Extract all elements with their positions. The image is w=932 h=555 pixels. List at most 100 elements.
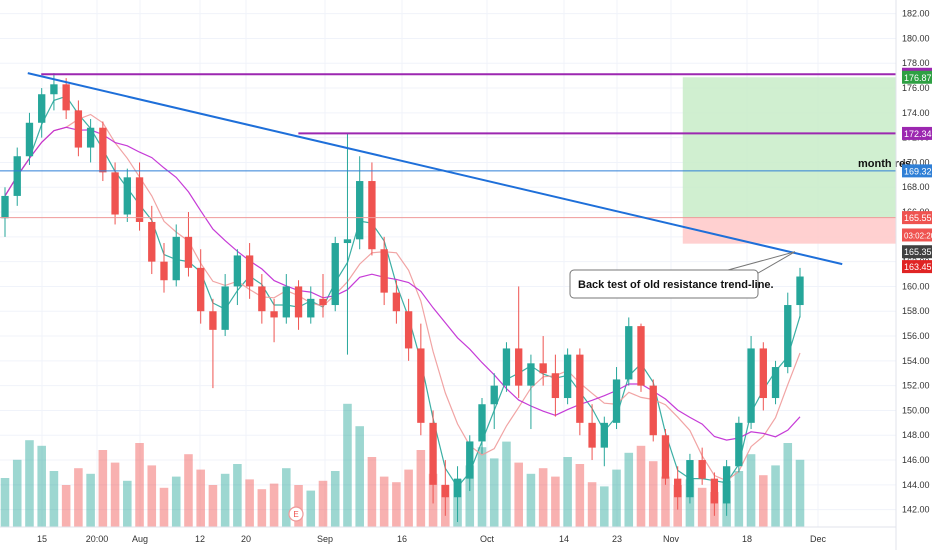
price-tick-label: 148.00 xyxy=(902,430,930,440)
candle-body xyxy=(245,255,254,287)
volume-bar xyxy=(636,445,646,527)
volume-bar xyxy=(465,465,475,527)
candle-body xyxy=(527,363,535,386)
candle-body xyxy=(563,354,572,399)
drawn-lines xyxy=(0,72,896,266)
candle-body xyxy=(612,379,621,423)
time-tick-label: 15 xyxy=(37,534,47,544)
volume-bar xyxy=(477,447,487,527)
volume-bar xyxy=(159,487,169,527)
volume-bar xyxy=(379,476,389,527)
stop-zone xyxy=(682,217,896,244)
earnings-marker[interactable] xyxy=(288,506,304,522)
volume-bar xyxy=(306,490,316,527)
candle-body xyxy=(233,255,242,287)
volume-bar xyxy=(648,461,658,527)
candle-body xyxy=(661,435,670,479)
candle-body xyxy=(356,181,364,240)
candle-body xyxy=(111,172,119,215)
volume-bar xyxy=(37,445,46,527)
resistance-trendline[interactable] xyxy=(27,72,843,266)
candle-body xyxy=(551,373,560,399)
candle-body xyxy=(759,348,767,399)
volume-bar xyxy=(61,485,71,527)
volume-bar xyxy=(624,452,634,527)
candle-body xyxy=(160,261,168,281)
volume-bar xyxy=(25,440,34,527)
candle-body xyxy=(282,286,290,318)
time-tick-label: Nov xyxy=(663,534,680,544)
price-tick-label: 142.00 xyxy=(902,505,930,515)
price-tick-label: 158.00 xyxy=(902,306,930,316)
candle-body xyxy=(74,110,83,148)
candle-body xyxy=(197,267,205,312)
time-tick-label: 18 xyxy=(742,534,752,544)
price-axis[interactable]: 142.00 144.00 146.00 148.00 150.00 152.00 154.… xyxy=(895,0,932,550)
candle-body xyxy=(515,348,523,386)
volume-bar xyxy=(551,476,560,527)
candles xyxy=(1,73,804,523)
volume-bar xyxy=(98,450,108,527)
volume-bar xyxy=(367,457,377,527)
price-tick-label: 152.00 xyxy=(902,381,930,391)
price-tick-label: 176.00 xyxy=(902,83,930,93)
candle-body xyxy=(1,195,9,219)
price-tag-bg xyxy=(902,164,932,178)
volume-bar xyxy=(294,485,303,527)
price-tick-label: 150.00 xyxy=(902,405,930,415)
volume-bar xyxy=(538,468,548,527)
volume-bar xyxy=(184,454,193,527)
price-tag-label: 163.45 xyxy=(904,262,932,272)
volume-bar xyxy=(759,475,768,527)
candle-body xyxy=(343,239,352,244)
volume-bar xyxy=(489,458,499,527)
time-tick-label: Dec xyxy=(810,534,827,544)
volume-bars xyxy=(0,403,805,527)
time-tick-label: Oct xyxy=(480,534,495,544)
volume-bar xyxy=(269,483,279,527)
volume-bar xyxy=(318,480,328,527)
ma-slow-line xyxy=(4,126,801,441)
volume-bar xyxy=(245,479,254,527)
annotations: month res Back test of old resistance tre… xyxy=(569,158,911,299)
volume-bar xyxy=(697,487,707,527)
price-tick-label: 156.00 xyxy=(902,331,930,341)
price-tag-label: 176.87 xyxy=(904,73,932,83)
candle-body xyxy=(637,326,645,386)
candle-body xyxy=(331,243,339,306)
price-tick-label: 154.00 xyxy=(902,356,930,366)
time-tick-label: Aug xyxy=(132,534,148,544)
candle-body xyxy=(392,292,401,312)
volume-bar xyxy=(282,468,291,527)
time-tick-label: 20:00 xyxy=(86,534,109,544)
candle-body xyxy=(747,348,755,423)
time-axis[interactable]: 15 20:00 Aug 12 20 Sep 16 Oct 14 23 Nov 18 Dec E xyxy=(0,506,896,544)
price-tag-label: 165.55 xyxy=(904,213,932,223)
volume-bar xyxy=(135,443,144,527)
candle-body xyxy=(539,363,547,374)
price-tick-label: 168.00 xyxy=(902,182,930,192)
callout-box[interactable] xyxy=(569,269,759,299)
time-tick-label: 16 xyxy=(397,534,407,544)
price-tick-label: 180.00 xyxy=(902,33,930,43)
volume-bar xyxy=(0,478,10,527)
volume-bar xyxy=(404,469,413,527)
target-zone xyxy=(682,77,896,218)
volume-bar xyxy=(661,476,670,527)
price-tag-label: 169.32 xyxy=(904,166,932,176)
candle-body xyxy=(466,441,474,479)
time-tick-label: 14 xyxy=(559,534,569,544)
volume-bar xyxy=(563,457,572,527)
candle-body xyxy=(123,177,131,215)
volume-bar xyxy=(123,480,132,527)
candle-body xyxy=(478,404,486,442)
candle-body xyxy=(148,221,156,262)
price-tick-label: 170.00 xyxy=(902,157,930,167)
volume-bar xyxy=(795,459,805,527)
volume-bar xyxy=(416,450,426,527)
volume-bar xyxy=(343,403,352,527)
candle-body xyxy=(319,298,327,306)
candle-body xyxy=(441,484,449,498)
